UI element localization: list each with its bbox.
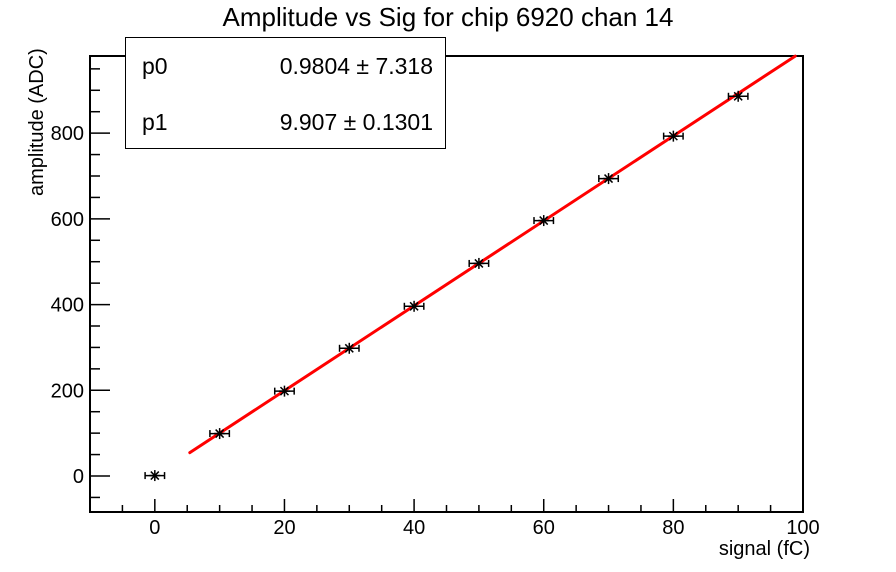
data-point [662,130,684,142]
param-value: 9.907 ± 0.1301 [279,108,433,135]
data-point [338,342,360,354]
param-value: 0.9804 ± 7.318 [279,52,433,79]
stats-row-p0: p0 0.9804 ± 7.318 [126,38,445,94]
data-point [468,257,490,269]
param-name: p0 [142,52,168,79]
x-tick-label: 20 [273,517,295,539]
data-point [727,90,749,102]
data-point [273,385,295,397]
data-point [403,300,425,312]
y-tick-label: 800 [51,123,84,145]
stats-row-p1: p1 9.907 ± 0.1301 [126,94,445,150]
y-tick-label: 0 [73,466,84,488]
data-points [144,90,749,482]
data-point [209,428,231,440]
x-axis-title: signal (fC) [718,538,810,560]
data-point [598,173,620,185]
param-name: p1 [142,108,168,135]
data-point [533,215,555,227]
x-tick-label: 100 [786,517,819,539]
y-tick-label: 600 [51,209,84,231]
y-tick-label: 400 [51,295,84,317]
fit-stats-box: p0 0.9804 ± 7.318 p1 9.907 ± 0.1301 [125,37,446,149]
x-tick-label: 60 [533,517,555,539]
chart-title: Amplitude vs Sig for chip 6920 chan 14 [222,2,674,32]
y-tick-label: 200 [51,380,84,402]
x-tick-label: 80 [662,517,684,539]
y-axis: 0 200 400 600 800 [51,68,110,499]
fit-line [188,54,797,455]
x-tick-label: 40 [403,517,425,539]
y-axis-title: amplitude (ADC) [26,48,48,196]
x-tick-label: 0 [149,517,160,539]
data-point [144,470,166,482]
x-axis: 0 20 40 60 80 100 [121,499,820,539]
